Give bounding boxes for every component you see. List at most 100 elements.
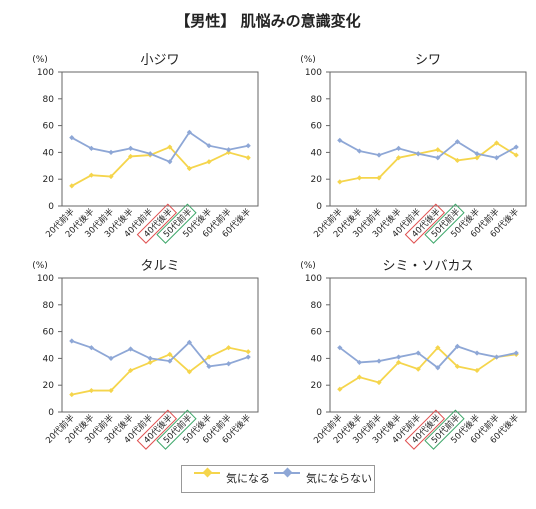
data-point-ki-ni-naru bbox=[226, 149, 232, 155]
y-axis-unit-label: (%) bbox=[32, 261, 48, 271]
y-tick-label: 60 bbox=[311, 122, 323, 132]
data-point-ki-ni-naru bbox=[69, 183, 75, 189]
plot-frame bbox=[329, 71, 527, 207]
data-point-ki-ni-naru bbox=[376, 379, 382, 386]
y-tick-label: 100 bbox=[37, 274, 54, 284]
series-line-ki-ni-naru bbox=[71, 346, 249, 396]
y-tick-label: 20 bbox=[311, 381, 323, 391]
y-axis-unit-label: (%) bbox=[300, 55, 316, 65]
data-point-ki-ni-naru bbox=[356, 175, 362, 181]
y-axis-unit-label: (%) bbox=[32, 55, 48, 65]
x-category-highlight-box bbox=[136, 203, 178, 244]
data-point-ki-ni-naru bbox=[206, 354, 212, 360]
plot-frame bbox=[61, 71, 259, 207]
data-point-ki-ni-naranai bbox=[474, 350, 480, 356]
data-point-ki-ni-naranai bbox=[167, 159, 173, 165]
data-point-ki-ni-naranai bbox=[376, 358, 382, 364]
data-point-ki-ni-naru bbox=[108, 173, 114, 180]
y-tick-label: 100 bbox=[305, 274, 322, 284]
data-point-ki-ni-naru bbox=[454, 363, 460, 370]
y-tick-label: 40 bbox=[43, 354, 55, 364]
x-category-highlight-box bbox=[404, 409, 446, 450]
y-tick-label: 40 bbox=[311, 148, 323, 158]
plot-frame bbox=[61, 277, 259, 413]
data-point-ki-ni-naru bbox=[186, 165, 192, 172]
legend-swatch-ki-ni-naru bbox=[194, 467, 220, 478]
chart-kojiwa: 小ジワ(%)02040608010020代前半20代後半30代前半30代後半40… bbox=[32, 53, 259, 244]
data-point-ki-ni-naru bbox=[245, 155, 251, 161]
y-tick-label: 40 bbox=[311, 354, 323, 364]
data-point-ki-ni-naranai bbox=[474, 151, 480, 157]
series-line-ki-ni-naranai bbox=[71, 340, 249, 368]
data-point-ki-ni-naru bbox=[167, 144, 173, 150]
legend-swatch-ki-ni-naranai bbox=[274, 467, 300, 478]
data-point-ki-ni-naru bbox=[206, 159, 212, 165]
x-category-highlight-box bbox=[424, 409, 465, 450]
y-tick-label: 20 bbox=[43, 381, 55, 391]
data-point-ki-ni-naranai bbox=[396, 354, 402, 360]
y-tick-label: 0 bbox=[316, 408, 322, 418]
data-point-ki-ni-naranai bbox=[69, 135, 75, 141]
data-point-ki-ni-naranai bbox=[88, 145, 94, 151]
y-tick-label: 40 bbox=[43, 148, 55, 158]
data-point-ki-ni-naru bbox=[435, 147, 441, 153]
data-point-ki-ni-naru bbox=[88, 172, 94, 178]
data-point-ki-ni-naranai bbox=[415, 151, 421, 157]
chart-shiwa: シワ(%)02040608010020代前半20代後半30代前半30代後半40代… bbox=[300, 53, 527, 244]
x-category-highlight-box bbox=[156, 409, 197, 450]
data-point-ki-ni-naranai bbox=[206, 143, 212, 149]
data-point-ki-ni-naranai bbox=[226, 147, 232, 153]
data-point-ki-ni-naranai bbox=[69, 338, 75, 344]
x-category-highlight-box bbox=[136, 409, 178, 450]
data-point-ki-ni-naru bbox=[69, 391, 75, 398]
data-point-ki-ni-naranai bbox=[494, 354, 500, 360]
data-point-ki-ni-naranai bbox=[513, 144, 519, 150]
data-point-ki-ni-naranai bbox=[108, 149, 114, 155]
page-title: 【男性】 肌悩みの意識変化 bbox=[175, 12, 361, 30]
data-point-ki-ni-naranai bbox=[245, 354, 251, 360]
data-point-ki-ni-naranai bbox=[186, 129, 192, 135]
x-category-highlight-box bbox=[156, 203, 197, 244]
data-point-ki-ni-naru bbox=[108, 387, 114, 394]
panel-title: シミ・ソバカス bbox=[382, 259, 473, 274]
series-line-ki-ni-naranai bbox=[339, 345, 517, 369]
data-point-ki-ni-naru bbox=[474, 155, 480, 161]
plot-frame bbox=[329, 277, 527, 413]
panel-title: 小ジワ bbox=[140, 53, 179, 68]
y-tick-label: 60 bbox=[43, 122, 55, 132]
data-point-ki-ni-naranai bbox=[376, 152, 382, 158]
y-tick-label: 0 bbox=[48, 202, 54, 212]
data-point-ki-ni-naru bbox=[245, 349, 251, 355]
y-tick-label: 100 bbox=[37, 68, 54, 78]
x-category-highlight-box bbox=[424, 203, 465, 244]
y-tick-label: 80 bbox=[43, 95, 55, 105]
chart-legend: 気になる 気にならない bbox=[181, 465, 375, 493]
data-point-ki-ni-naru bbox=[376, 175, 382, 181]
y-tick-label: 100 bbox=[305, 68, 322, 78]
x-category-highlight-box bbox=[404, 203, 446, 244]
data-point-ki-ni-naranai bbox=[435, 155, 441, 161]
data-point-ki-ni-naru bbox=[167, 351, 173, 357]
y-tick-label: 80 bbox=[311, 95, 323, 105]
y-tick-label: 60 bbox=[311, 328, 323, 338]
y-tick-label: 60 bbox=[43, 328, 55, 338]
series-line-ki-ni-naru bbox=[339, 346, 517, 390]
legend-marker-ki-ni-naranai bbox=[282, 467, 293, 478]
series-line-ki-ni-naranai bbox=[339, 139, 517, 159]
y-tick-label: 20 bbox=[311, 175, 323, 185]
chart-tarumi: タルミ(%)02040608010020代前半20代後半30代前半30代後半40… bbox=[32, 259, 259, 450]
data-point-ki-ni-naru bbox=[415, 366, 421, 372]
data-point-ki-ni-naranai bbox=[435, 365, 441, 371]
data-point-ki-ni-naranai bbox=[206, 363, 212, 370]
y-tick-label: 0 bbox=[48, 408, 54, 418]
y-tick-label: 0 bbox=[316, 202, 322, 212]
data-point-ki-ni-naranai bbox=[226, 361, 232, 367]
data-point-ki-ni-naru bbox=[88, 387, 94, 394]
data-point-ki-ni-naranai bbox=[128, 145, 134, 151]
legend-marker-ki-ni-naru bbox=[202, 467, 213, 478]
data-point-ki-ni-naranai bbox=[245, 143, 251, 149]
legend-label-ki-ni-naranai: 気にならない bbox=[306, 472, 372, 485]
series-line-ki-ni-naranai bbox=[71, 131, 249, 163]
y-tick-label: 80 bbox=[311, 301, 323, 311]
series-line-ki-ni-naru bbox=[339, 141, 517, 183]
